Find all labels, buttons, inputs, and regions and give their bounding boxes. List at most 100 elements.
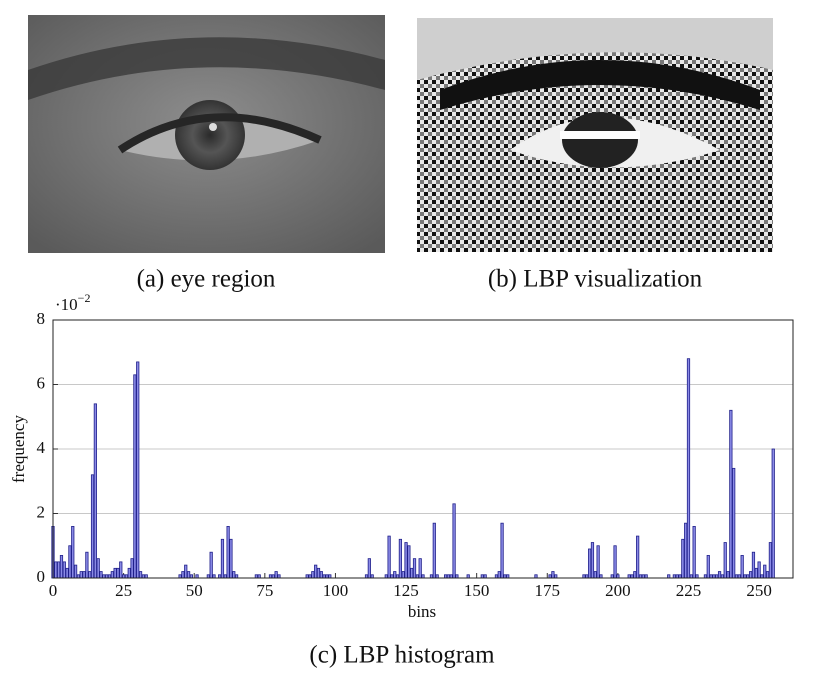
bar xyxy=(209,551,213,579)
bar xyxy=(229,538,233,579)
bar xyxy=(133,374,137,579)
bar xyxy=(59,555,64,579)
y-axis-label: frequency xyxy=(9,415,28,483)
bar xyxy=(751,551,756,579)
bar xyxy=(551,571,555,579)
y-scale-base: ·10 xyxy=(55,295,78,314)
bar xyxy=(127,567,131,579)
bar xyxy=(138,571,143,579)
bar xyxy=(590,542,595,579)
bar xyxy=(757,561,761,579)
bar xyxy=(88,571,92,579)
bar xyxy=(186,571,191,579)
bar xyxy=(130,558,134,579)
bar xyxy=(393,571,397,579)
bar xyxy=(68,545,72,579)
bar xyxy=(220,538,225,579)
bar xyxy=(367,558,371,579)
bar xyxy=(418,558,422,579)
bar xyxy=(54,561,58,579)
bar xyxy=(113,567,117,579)
plot-frame xyxy=(52,319,794,579)
bar xyxy=(732,467,736,579)
bar xyxy=(588,548,592,579)
bar xyxy=(274,571,278,579)
caption-b: (b) LBP visualization xyxy=(488,266,703,293)
bar xyxy=(65,567,69,579)
bar xyxy=(71,526,75,579)
y-tick-label: 6 xyxy=(37,373,46,392)
bar xyxy=(387,535,391,579)
eye-image xyxy=(28,15,385,253)
bar xyxy=(96,558,100,579)
y-scale-exponent: −2 xyxy=(78,291,91,305)
bar xyxy=(232,571,236,579)
bar xyxy=(754,567,758,579)
bar xyxy=(726,571,730,579)
bar xyxy=(497,571,501,579)
bar xyxy=(684,522,688,579)
bar xyxy=(110,571,114,579)
bar xyxy=(613,545,617,579)
bar xyxy=(57,561,61,579)
bar xyxy=(311,571,315,579)
x-tick-label: 250 xyxy=(746,581,772,600)
x-tick-label: 150 xyxy=(464,581,490,600)
bar xyxy=(723,542,727,579)
bar xyxy=(412,558,417,579)
x-tick-label: 0 xyxy=(49,581,58,600)
bar xyxy=(692,526,696,579)
bar xyxy=(404,542,408,579)
bar xyxy=(452,503,456,579)
bar xyxy=(62,561,66,579)
bar xyxy=(740,555,744,579)
bar xyxy=(500,522,504,579)
bar xyxy=(181,571,185,579)
y-tick-label: 4 xyxy=(37,438,46,457)
bar xyxy=(717,571,722,579)
bar xyxy=(99,571,103,579)
bar xyxy=(85,551,89,579)
bar xyxy=(93,403,97,579)
bar xyxy=(432,522,436,579)
x-tick-label: 175 xyxy=(535,581,561,600)
bar xyxy=(314,564,318,579)
bar xyxy=(686,358,691,579)
x-tick-label: 125 xyxy=(393,581,419,600)
bar xyxy=(749,571,753,579)
bar xyxy=(398,538,403,579)
caption-a: (a) eye region xyxy=(137,266,276,293)
bar xyxy=(633,571,637,579)
bar xyxy=(82,571,86,579)
bar xyxy=(136,361,140,579)
bar xyxy=(184,564,188,579)
lbp-image xyxy=(417,18,773,252)
y-scale: ·10−2 xyxy=(55,291,90,314)
bar xyxy=(226,526,230,579)
bar xyxy=(116,567,120,579)
bar xyxy=(636,535,640,579)
y-tick-label: 8 xyxy=(37,309,46,328)
bar xyxy=(316,567,321,579)
bar xyxy=(119,561,123,579)
bar xyxy=(681,538,685,579)
bar xyxy=(768,542,773,579)
y-tick-label: 2 xyxy=(37,502,46,521)
bar xyxy=(90,474,95,579)
y-tick-label: 0 xyxy=(37,567,46,586)
bar xyxy=(319,571,323,579)
bar xyxy=(407,545,411,579)
bar xyxy=(763,564,767,579)
bar xyxy=(596,545,600,579)
bar xyxy=(73,564,78,579)
x-tick-label: 100 xyxy=(323,581,349,600)
bar xyxy=(729,409,733,579)
bar xyxy=(79,571,83,579)
bar xyxy=(401,571,405,579)
bar xyxy=(706,555,710,579)
x-tick-label: 50 xyxy=(186,581,203,600)
x-tick-label: 200 xyxy=(605,581,631,600)
x-tick-label: 25 xyxy=(115,581,132,600)
